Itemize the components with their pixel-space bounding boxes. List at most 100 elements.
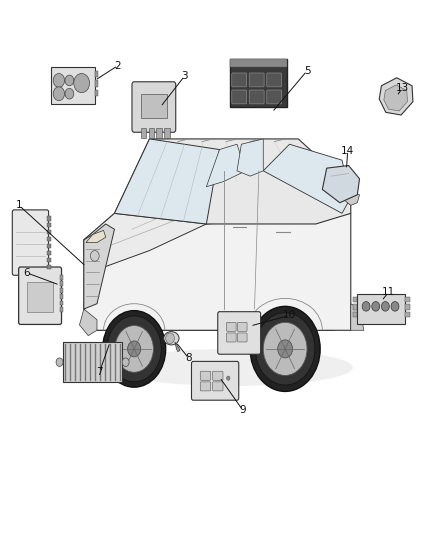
Bar <box>47 251 51 255</box>
Bar <box>47 216 51 221</box>
FancyBboxPatch shape <box>357 294 405 325</box>
Bar <box>47 265 51 269</box>
Text: 5: 5 <box>303 66 310 76</box>
Bar <box>405 304 409 310</box>
Circle shape <box>255 313 314 385</box>
Circle shape <box>361 302 369 311</box>
FancyBboxPatch shape <box>249 90 264 104</box>
Circle shape <box>115 326 153 372</box>
Circle shape <box>277 340 292 358</box>
Polygon shape <box>378 78 412 115</box>
Circle shape <box>263 322 306 375</box>
Bar <box>47 258 51 262</box>
Circle shape <box>107 316 161 382</box>
Circle shape <box>250 306 319 391</box>
Circle shape <box>53 87 64 101</box>
Text: 13: 13 <box>395 83 408 93</box>
Circle shape <box>102 311 165 387</box>
Circle shape <box>165 333 174 344</box>
FancyBboxPatch shape <box>191 361 238 400</box>
Bar <box>60 281 63 286</box>
FancyBboxPatch shape <box>51 67 95 104</box>
Text: 11: 11 <box>381 287 395 297</box>
Circle shape <box>65 75 74 86</box>
FancyBboxPatch shape <box>249 73 264 87</box>
Polygon shape <box>97 309 332 330</box>
FancyBboxPatch shape <box>212 382 223 391</box>
Polygon shape <box>237 139 263 176</box>
Polygon shape <box>350 304 363 330</box>
Bar <box>47 237 51 241</box>
FancyBboxPatch shape <box>12 210 49 275</box>
Bar <box>47 244 51 248</box>
FancyBboxPatch shape <box>200 382 210 391</box>
Polygon shape <box>383 85 406 111</box>
FancyBboxPatch shape <box>18 267 61 325</box>
Bar <box>148 128 154 138</box>
Text: 8: 8 <box>185 353 192 364</box>
Polygon shape <box>84 197 206 282</box>
Polygon shape <box>263 144 350 213</box>
Bar <box>60 307 63 312</box>
Text: 3: 3 <box>181 71 187 81</box>
Bar <box>60 294 63 299</box>
Circle shape <box>56 358 63 367</box>
FancyBboxPatch shape <box>230 59 287 107</box>
FancyBboxPatch shape <box>231 90 246 104</box>
Polygon shape <box>84 224 114 309</box>
Text: 6: 6 <box>24 268 30 278</box>
Bar <box>47 230 51 235</box>
Bar <box>95 71 98 77</box>
Bar <box>156 128 162 138</box>
Polygon shape <box>84 213 350 330</box>
FancyBboxPatch shape <box>141 94 166 118</box>
Bar <box>141 128 146 138</box>
FancyBboxPatch shape <box>200 371 210 380</box>
FancyBboxPatch shape <box>226 333 236 342</box>
Bar <box>47 223 51 228</box>
Bar <box>60 275 63 280</box>
Polygon shape <box>343 192 359 205</box>
Polygon shape <box>174 342 180 352</box>
Circle shape <box>74 74 89 93</box>
Circle shape <box>127 341 141 357</box>
FancyBboxPatch shape <box>212 371 223 380</box>
Bar <box>352 304 357 310</box>
Bar <box>60 288 63 293</box>
Polygon shape <box>114 139 219 224</box>
Text: 14: 14 <box>340 146 353 156</box>
Text: 7: 7 <box>96 367 102 377</box>
FancyBboxPatch shape <box>217 312 260 354</box>
Circle shape <box>90 251 99 261</box>
FancyBboxPatch shape <box>231 73 246 87</box>
Polygon shape <box>321 165 359 203</box>
Circle shape <box>122 358 129 367</box>
Bar <box>405 297 409 302</box>
Bar <box>405 312 409 317</box>
FancyBboxPatch shape <box>63 342 122 382</box>
Circle shape <box>381 302 389 311</box>
Circle shape <box>390 302 398 311</box>
Bar <box>164 128 170 138</box>
Polygon shape <box>86 230 106 243</box>
FancyBboxPatch shape <box>132 82 175 132</box>
FancyBboxPatch shape <box>266 73 281 87</box>
Text: 10: 10 <box>283 310 295 320</box>
Circle shape <box>226 376 230 380</box>
Bar <box>352 312 357 317</box>
Text: 9: 9 <box>239 405 245 415</box>
FancyBboxPatch shape <box>237 333 247 342</box>
Polygon shape <box>79 309 97 336</box>
FancyBboxPatch shape <box>27 282 53 312</box>
Polygon shape <box>206 144 245 187</box>
Polygon shape <box>114 139 350 224</box>
Circle shape <box>53 74 64 87</box>
FancyBboxPatch shape <box>266 90 281 104</box>
Bar <box>352 297 357 302</box>
Circle shape <box>65 88 74 99</box>
FancyBboxPatch shape <box>237 322 247 332</box>
Text: 1: 1 <box>16 200 22 211</box>
Ellipse shape <box>112 349 352 386</box>
Bar <box>60 301 63 305</box>
Bar <box>95 80 98 87</box>
